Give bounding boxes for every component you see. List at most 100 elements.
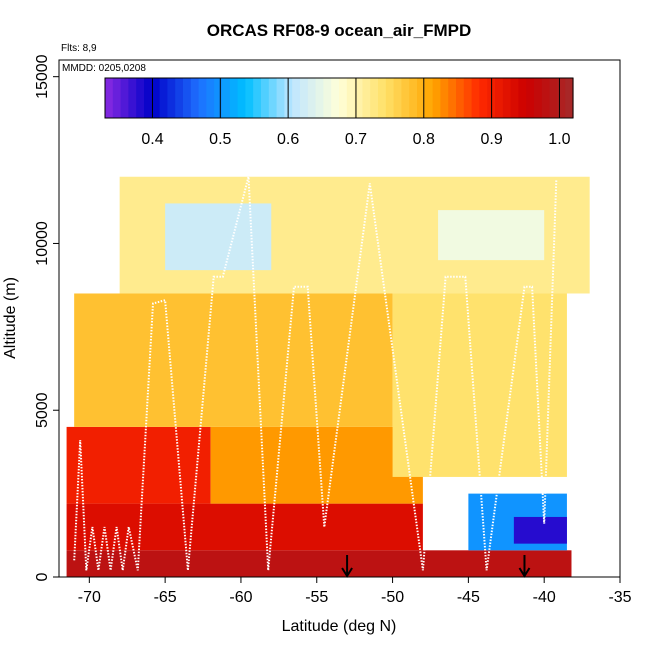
flights-note: Flts: 8,9: [61, 43, 97, 54]
colorbar-segment: [502, 78, 512, 118]
x-axis-label: Latitude (deg N): [282, 618, 397, 635]
colorbar-segment: [354, 78, 363, 118]
flight-track-layer: [73, 176, 558, 571]
y-tick-label: 15000: [34, 54, 51, 99]
field-cell: [66, 550, 572, 577]
colorbar-segment: [393, 78, 402, 118]
colorbar-segment: [370, 78, 379, 118]
colorbar-segment: [112, 78, 122, 118]
flight-track: [73, 176, 558, 571]
x-tick-label: -40: [533, 589, 556, 606]
colorbar-segment: [245, 78, 254, 118]
colorbar-segment: [253, 78, 262, 118]
colorbar-segment: [362, 78, 371, 118]
colorbar-segment: [276, 78, 285, 118]
colorbar-segment: [167, 78, 176, 118]
colorbar-segment: [409, 78, 418, 118]
y-axis-label: Altitude (m): [2, 277, 19, 359]
colorbar-segment: [175, 78, 184, 118]
arrow-marker: [518, 555, 531, 578]
field-cell: [438, 210, 545, 261]
colorbar-segment: [144, 78, 153, 118]
colorbar-segment: [541, 78, 551, 118]
field-cell: [165, 203, 272, 271]
colorbar-segment: [198, 78, 207, 118]
colorbar-segment: [151, 78, 161, 118]
field-cell: [210, 426, 423, 504]
arrow-marker: [341, 555, 353, 578]
colorbar-tick-label: 0.4: [141, 131, 163, 148]
x-tick-label: -55: [305, 589, 328, 606]
colorbar-segment: [159, 78, 168, 118]
colorbar-segment: [471, 78, 480, 118]
colorbar-segment: [424, 78, 434, 118]
field-cell: [66, 426, 211, 504]
colorbar-segment: [346, 78, 356, 118]
colorbar-segment: [120, 78, 129, 118]
colorbar-tick-label: 0.6: [277, 131, 299, 148]
y-tick-label: 0: [34, 572, 51, 581]
colorbar-tick-label: 0.7: [345, 131, 367, 148]
colorbar-segment: [190, 78, 200, 118]
heatmap-field: [66, 176, 590, 577]
colorbar-segment: [128, 78, 137, 118]
colorbar-segment: [261, 78, 270, 118]
arrow-layer: [341, 555, 531, 578]
colorbar-segment: [510, 78, 519, 118]
colorbar-segment: [300, 78, 309, 118]
colorbar-tick-label: 0.9: [480, 131, 502, 148]
colorbar-segment: [105, 78, 114, 118]
x-tick-label: -45: [457, 589, 480, 606]
colorbar-segment: [549, 78, 558, 118]
colorbar-segment: [214, 78, 223, 118]
field-cell: [74, 293, 393, 427]
colorbar: 0.4 0.5 0.6 0.7 0.8 0.9 1.0: [104, 77, 574, 148]
field-cell: [392, 293, 567, 477]
field-cell: [66, 503, 423, 551]
colorbar-segment: [534, 78, 543, 118]
colorbar-tick-label: 1.0: [548, 131, 570, 148]
colorbar-segment: [417, 78, 426, 118]
colorbar-segment: [206, 78, 215, 118]
x-tick-label: -60: [229, 589, 252, 606]
y-tick-label: 10000: [34, 221, 51, 266]
colorbar-segment: [222, 78, 231, 118]
colorbar-segment: [440, 78, 449, 118]
colorbar-segment: [526, 78, 535, 118]
chart-title: ORCAS RF08-9 ocean_air_FMPD: [207, 21, 472, 40]
colorbar-frame: [104, 77, 574, 119]
colorbar-segment: [292, 78, 301, 118]
field-cell: [513, 516, 567, 544]
colorbar-segment: [385, 78, 395, 118]
colorbar-segment: [315, 78, 324, 118]
plot-frame: [58, 59, 621, 578]
colorbar-segment: [456, 78, 465, 118]
colorbar-segment: [448, 78, 457, 118]
colorbar-segment: [136, 78, 145, 118]
colorbar-segment: [323, 78, 332, 118]
x-tick-label: -35: [608, 589, 631, 606]
x-tick-label: -70: [78, 589, 101, 606]
colorbar-segment: [229, 78, 239, 118]
y-tick-label: 5000: [34, 392, 51, 428]
x-tick-label: -50: [381, 589, 404, 606]
colorbar-segment: [479, 78, 488, 118]
colorbar-segment: [463, 78, 473, 118]
colorbar-segment: [307, 78, 317, 118]
x-tick-label: -65: [154, 589, 177, 606]
colorbar-segment: [518, 78, 527, 118]
colorbar-segment: [183, 78, 192, 118]
colorbar-segment: [331, 78, 340, 118]
colorbar-segment: [495, 78, 504, 118]
colorbar-segment: [237, 78, 246, 118]
y-axis: 0 5000 10000 15000: [34, 54, 59, 581]
colorbar-segment: [557, 78, 566, 118]
colorbar-segment: [268, 78, 278, 118]
date-note: MMDD: 0205,0208: [62, 63, 146, 74]
x-axis: -70 -65 -60 -55 -50 -45 -40 -35: [78, 577, 632, 606]
colorbar-segment: [432, 78, 441, 118]
colorbar-segment: [339, 78, 348, 118]
colorbar-tick-label: 0.8: [413, 131, 435, 148]
colorbar-tick-label: 0.5: [209, 131, 231, 148]
